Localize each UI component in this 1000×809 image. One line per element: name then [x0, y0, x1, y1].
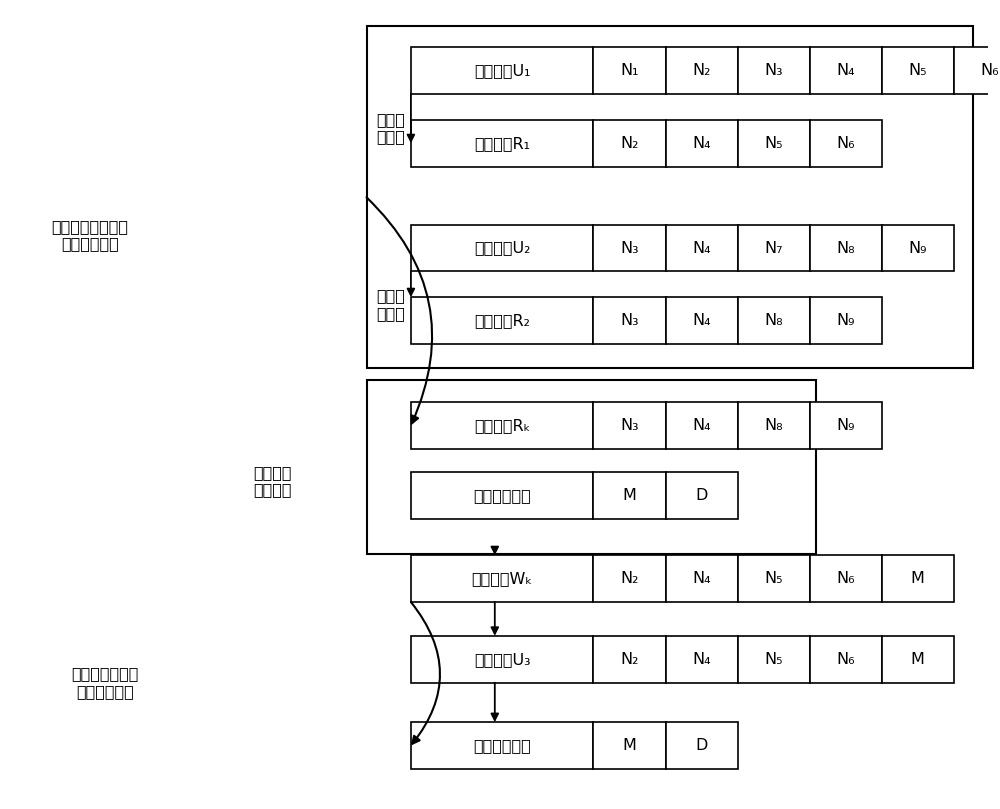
Text: 案例子集Rₖ: 案例子集Rₖ: [474, 418, 530, 433]
Bar: [367, 26, 973, 368]
Bar: [666, 402, 738, 449]
Bar: [593, 636, 666, 683]
Text: N₃: N₃: [620, 418, 639, 433]
Bar: [738, 636, 810, 683]
Bar: [738, 297, 810, 344]
Bar: [367, 380, 816, 553]
Text: N₄: N₄: [692, 313, 711, 328]
Bar: [738, 555, 810, 602]
Text: N₅: N₅: [764, 136, 783, 150]
Bar: [666, 48, 738, 94]
Bar: [411, 402, 593, 449]
Bar: [411, 472, 593, 519]
Bar: [593, 225, 666, 272]
Text: M: M: [911, 652, 925, 667]
Text: N₅: N₅: [764, 652, 783, 667]
Bar: [411, 225, 593, 272]
Text: N₅: N₅: [764, 571, 783, 587]
Bar: [666, 555, 738, 602]
Bar: [666, 472, 738, 519]
Text: N₃: N₃: [620, 240, 639, 256]
Bar: [954, 48, 1000, 94]
Bar: [411, 120, 593, 167]
Bar: [411, 48, 593, 94]
Bar: [738, 120, 810, 167]
Text: N₄: N₄: [692, 136, 711, 150]
Text: 内部案例文件: 内部案例文件: [473, 738, 531, 753]
Text: 案例子集R₂: 案例子集R₂: [474, 313, 530, 328]
Text: N₉: N₉: [836, 418, 855, 433]
Text: N₄: N₄: [692, 652, 711, 667]
Bar: [738, 48, 810, 94]
Text: N₈: N₈: [836, 240, 855, 256]
Bar: [810, 120, 882, 167]
Text: N₆: N₆: [836, 571, 855, 587]
Bar: [666, 636, 738, 683]
Text: N₆: N₆: [836, 136, 855, 150]
Bar: [810, 297, 882, 344]
Bar: [666, 120, 738, 167]
Bar: [666, 722, 738, 769]
Text: 案例子集R₁: 案例子集R₁: [474, 136, 530, 150]
Text: D: D: [695, 738, 708, 753]
Text: 案例组合U₁: 案例组合U₁: [474, 63, 530, 78]
Text: 案例组合U₂: 案例组合U₂: [474, 240, 530, 256]
Text: 提取评价値之和最
高的案例子集: 提取评价値之和最 高的案例子集: [52, 219, 129, 252]
Text: N₄: N₄: [692, 418, 711, 433]
Text: N₃: N₃: [764, 63, 783, 78]
Bar: [593, 722, 666, 769]
Text: 案例组合U₃: 案例组合U₃: [474, 652, 531, 667]
Text: N₁: N₁: [620, 63, 639, 78]
Bar: [738, 225, 810, 272]
Text: N₉: N₉: [908, 240, 927, 256]
Bar: [738, 402, 810, 449]
Bar: [411, 636, 593, 683]
Text: N₂: N₂: [692, 63, 711, 78]
Bar: [411, 297, 593, 344]
Bar: [810, 225, 882, 272]
Bar: [882, 225, 954, 272]
Bar: [882, 636, 954, 683]
Text: 提取案
例子集: 提取案 例子集: [377, 288, 406, 320]
Text: N₈: N₈: [764, 313, 783, 328]
Text: D: D: [695, 488, 708, 503]
Text: N₄: N₄: [836, 63, 855, 78]
Text: N₃: N₃: [620, 313, 639, 328]
Bar: [810, 555, 882, 602]
Bar: [810, 402, 882, 449]
Bar: [411, 722, 593, 769]
Text: N₈: N₈: [764, 418, 783, 433]
Bar: [593, 402, 666, 449]
Text: 提取案
例子集: 提取案 例子集: [377, 112, 406, 144]
Bar: [810, 48, 882, 94]
Text: M: M: [623, 738, 636, 753]
Text: 教案组合Wₖ: 教案组合Wₖ: [472, 571, 533, 587]
Text: N₂: N₂: [620, 571, 639, 587]
Text: 外部案例文件: 外部案例文件: [473, 488, 531, 503]
Text: M: M: [623, 488, 636, 503]
Bar: [593, 297, 666, 344]
Text: N₆: N₆: [980, 63, 999, 78]
Text: N₄: N₄: [692, 240, 711, 256]
Text: N₄: N₄: [692, 571, 711, 587]
Bar: [593, 555, 666, 602]
Text: N₅: N₅: [908, 63, 927, 78]
Bar: [593, 120, 666, 167]
Bar: [882, 48, 954, 94]
Text: N₂: N₂: [620, 652, 639, 667]
Bar: [882, 555, 954, 602]
Bar: [666, 225, 738, 272]
Text: N₂: N₂: [620, 136, 639, 150]
Text: N₆: N₆: [836, 652, 855, 667]
Text: M: M: [911, 571, 925, 587]
Bar: [666, 297, 738, 344]
Text: 更新日志文件、
内部案例文件: 更新日志文件、 内部案例文件: [71, 667, 139, 699]
Text: N₇: N₇: [764, 240, 783, 256]
Bar: [593, 472, 666, 519]
Text: N₉: N₉: [836, 313, 855, 328]
Text: 生成当前
教案组合: 生成当前 教案组合: [254, 465, 292, 498]
Bar: [593, 48, 666, 94]
Bar: [411, 555, 593, 602]
Bar: [810, 636, 882, 683]
